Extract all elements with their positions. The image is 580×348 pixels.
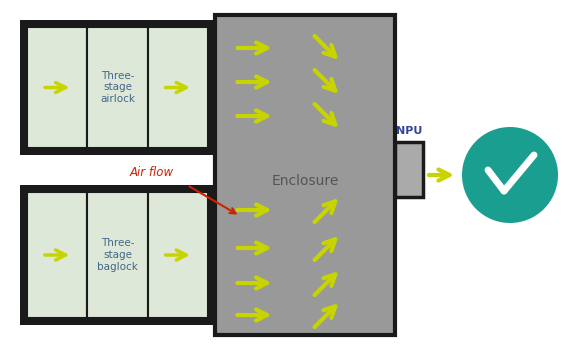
Text: Air flow: Air flow xyxy=(130,166,174,180)
Bar xyxy=(215,15,395,335)
Bar xyxy=(88,27,148,148)
Bar xyxy=(148,192,208,318)
Bar xyxy=(88,192,148,318)
Bar xyxy=(20,20,215,155)
Text: NPU: NPU xyxy=(396,126,422,136)
Circle shape xyxy=(462,127,558,223)
Bar xyxy=(148,27,208,148)
Text: Enclosure: Enclosure xyxy=(271,174,339,188)
Text: Three-
stage
airlock: Three- stage airlock xyxy=(100,71,135,104)
Bar xyxy=(27,27,88,148)
Bar xyxy=(395,142,423,197)
Bar xyxy=(27,192,88,318)
Bar xyxy=(20,185,215,325)
Text: Three-
stage
baglock: Three- stage baglock xyxy=(97,238,138,271)
